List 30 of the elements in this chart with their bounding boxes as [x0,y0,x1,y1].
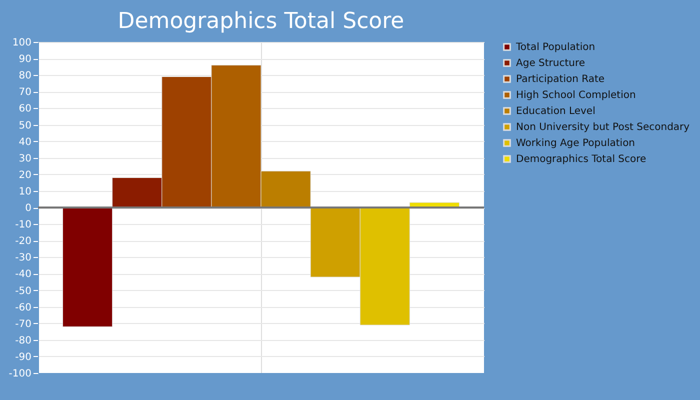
y-tick-label: -10 [15,220,32,231]
y-tick-label: 0 [25,203,32,214]
y-tick-label: 50 [18,120,32,132]
y-tick-label: 60 [18,104,32,115]
legend-label: Education Level [516,106,596,117]
y-tick-label: -60 [15,302,32,314]
legend-label: Demographics Total Score [516,154,646,165]
legend-label: Age Structure [516,58,586,69]
y-tick-label: -70 [15,318,32,330]
chart-title: Demographics Total Score [118,9,404,34]
y-tick-label: -30 [15,252,32,264]
legend-label: High School Completion [516,90,636,101]
y-tick-label: -20 [15,236,32,248]
legend-label: Working Age Population [516,138,636,149]
y-tick-label: -90 [15,352,32,363]
y-tick-label: 90 [18,54,32,66]
y-tick-label: -80 [15,335,32,346]
y-tick-label: -40 [15,269,32,280]
y-tick-label: 80 [18,70,32,82]
y-tick-label: -100 [8,368,32,380]
legend-label: Non University but Post Secondary [516,122,690,133]
y-tick-label: 70 [18,87,32,98]
y-tick-label: 100 [12,38,32,48]
y-tick-label: 30 [18,153,32,164]
y-tick-label: 20 [18,170,32,181]
legend-label: Participation Rate [516,74,605,85]
y-tick-label: 10 [18,186,32,198]
legend-label: Total Population [515,42,596,53]
y-tick-label: -50 [15,286,32,297]
y-tick-label: 40 [18,136,32,148]
